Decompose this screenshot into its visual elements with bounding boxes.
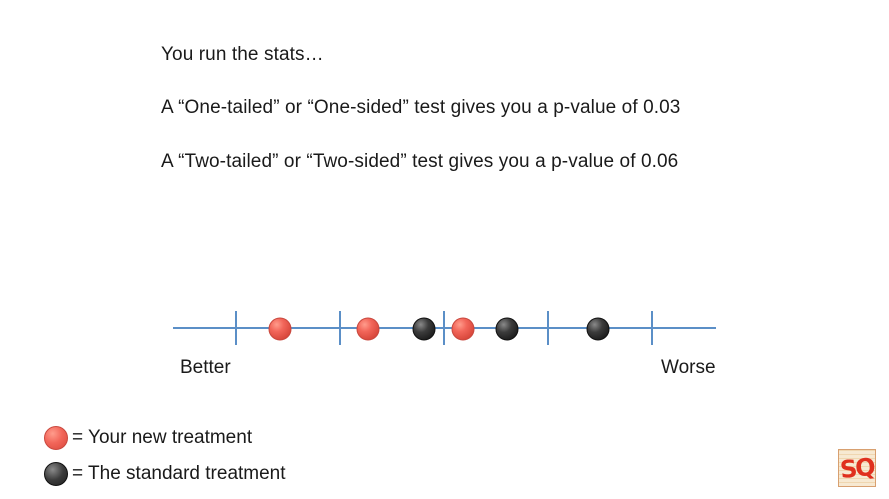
two-tailed-text: A “Two-tailed” or “Two-sided” test gives… — [161, 151, 679, 172]
red-dot-icon — [44, 426, 68, 450]
axis-label-better: Better — [180, 357, 231, 378]
channel-logo: SQ! — [838, 449, 876, 487]
standard-treatment-dot — [412, 317, 436, 341]
intro-text: You run the stats… — [161, 44, 324, 65]
new-treatment-dot — [356, 317, 380, 341]
legend-item-standard-treatment: = The standard treatment — [44, 462, 286, 486]
standard-treatment-dot — [495, 317, 519, 341]
legend-item-new-treatment: = Your new treatment — [44, 426, 252, 450]
axis-label-worse: Worse — [661, 357, 716, 378]
legend-label-new-treatment: = Your new treatment — [72, 427, 253, 448]
legend-label-standard-treatment: = The standard treatment — [72, 463, 286, 484]
black-dot-icon — [44, 462, 68, 486]
one-tailed-text: A “One-tailed” or “One-sided” test gives… — [161, 97, 681, 118]
standard-treatment-dot — [586, 317, 610, 341]
new-treatment-dot — [451, 317, 475, 341]
new-treatment-dot — [268, 317, 292, 341]
logo-text: SQ! — [838, 451, 876, 485]
